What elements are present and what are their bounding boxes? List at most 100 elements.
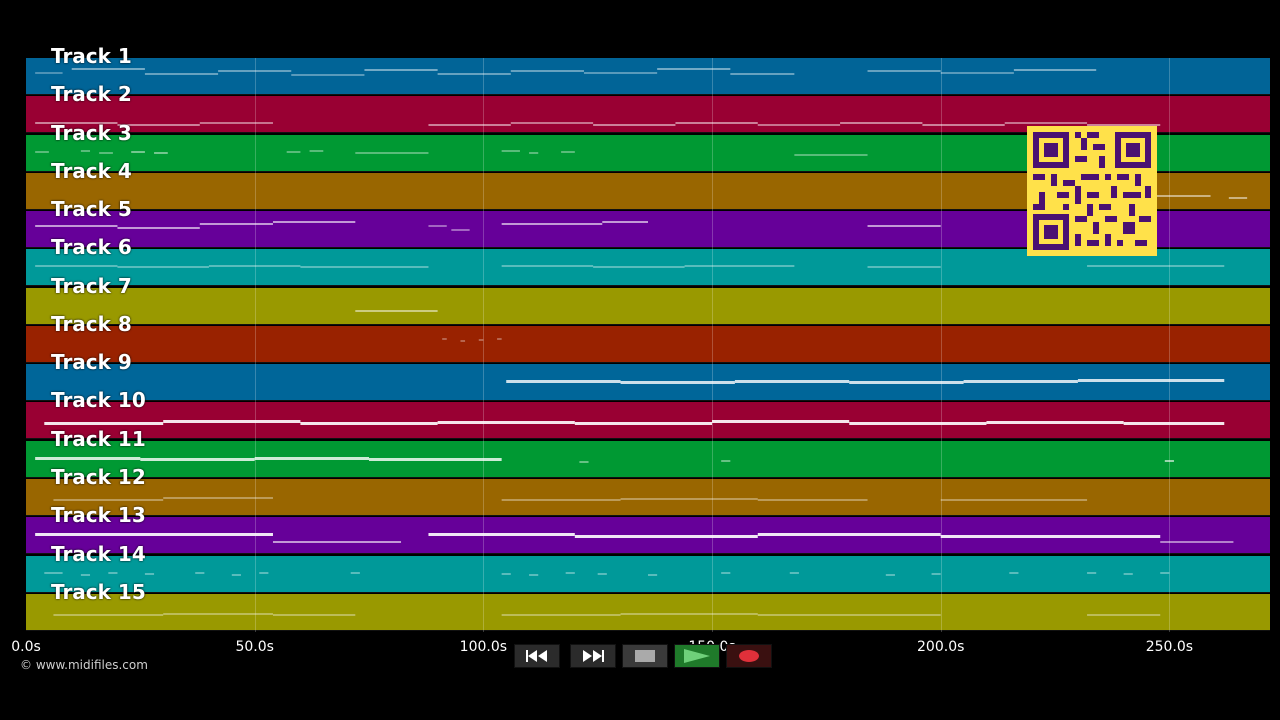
midi-note xyxy=(1155,194,1211,197)
midi-note xyxy=(721,459,731,462)
midi-note xyxy=(657,68,731,70)
midi-note xyxy=(501,149,520,152)
midi-note xyxy=(350,571,360,574)
track-lane[interactable] xyxy=(26,325,1270,363)
midi-note xyxy=(648,573,658,576)
midi-note xyxy=(44,422,164,426)
midi-note xyxy=(35,456,141,460)
midi-note xyxy=(579,460,589,463)
time-tick-label: 100.0s xyxy=(459,639,508,655)
track-label: Track 13 xyxy=(51,503,146,528)
play-icon xyxy=(684,649,710,663)
midi-note xyxy=(163,496,273,499)
midi-note xyxy=(506,380,621,384)
track-label: Track 3 xyxy=(51,120,132,145)
track-notes xyxy=(506,379,1225,385)
midi-note xyxy=(309,149,324,152)
midi-note xyxy=(286,150,301,153)
track-label: Track 6 xyxy=(51,235,132,260)
track-lane[interactable] xyxy=(26,478,1270,516)
record-icon xyxy=(739,650,759,662)
midi-note xyxy=(1087,613,1161,616)
midi-note xyxy=(254,456,370,460)
track-notes xyxy=(35,533,1234,544)
midi-note xyxy=(35,122,118,125)
midi-note xyxy=(259,571,269,574)
midi-note xyxy=(501,265,594,268)
track-notes xyxy=(1155,194,1248,199)
track-lane[interactable] xyxy=(26,249,1270,287)
midi-note xyxy=(108,571,118,574)
midi-note xyxy=(1004,122,1088,125)
midi-note xyxy=(529,573,539,576)
track-lane[interactable] xyxy=(26,440,1270,478)
track-lane[interactable] xyxy=(26,555,1270,593)
midi-note xyxy=(154,151,168,154)
midi-note xyxy=(593,266,685,269)
fast-forward-button[interactable] xyxy=(570,644,616,668)
midi-note xyxy=(1009,571,1019,574)
midi-note xyxy=(199,223,273,226)
track-label: Track 8 xyxy=(51,311,132,336)
midi-note xyxy=(986,421,1124,425)
transport-controls xyxy=(510,642,772,670)
midi-note xyxy=(501,572,511,575)
track-notes xyxy=(44,571,1170,576)
midi-note xyxy=(510,122,594,125)
midi-note xyxy=(885,573,895,576)
track-lane[interactable] xyxy=(26,58,1270,95)
midi-note xyxy=(291,74,365,76)
midi-note xyxy=(794,153,868,156)
track-lane[interactable] xyxy=(26,287,1270,325)
midi-note xyxy=(849,381,964,385)
midi-note xyxy=(35,533,273,537)
midi-note xyxy=(1123,422,1225,426)
track-label: Track 4 xyxy=(51,158,132,183)
midi-note xyxy=(529,151,539,154)
gridline xyxy=(712,58,714,632)
track-lane[interactable] xyxy=(26,593,1270,631)
midi-note xyxy=(478,338,484,341)
midi-note xyxy=(922,124,1005,127)
midi-note xyxy=(597,572,607,575)
track-label: Track 7 xyxy=(51,273,132,298)
midi-note xyxy=(867,266,941,269)
track-label: Track 2 xyxy=(51,82,132,107)
track-label: Track 9 xyxy=(51,350,132,375)
midi-note xyxy=(1087,571,1097,574)
midi-note xyxy=(620,612,758,615)
midi-note xyxy=(565,571,575,574)
midi-note xyxy=(1228,196,1248,199)
midi-note xyxy=(501,498,621,501)
track-lane[interactable] xyxy=(26,364,1270,402)
midi-note xyxy=(1160,541,1234,544)
midi-note xyxy=(80,573,91,576)
track-notes xyxy=(35,221,941,232)
midi-note xyxy=(1013,69,1097,71)
track-notes xyxy=(35,265,1225,269)
fast-forward-icon xyxy=(581,650,605,662)
gridline xyxy=(483,58,485,632)
track-notes xyxy=(442,337,502,342)
track-lane[interactable] xyxy=(26,517,1270,555)
gridline xyxy=(940,58,942,632)
rewind-icon xyxy=(525,650,549,662)
midi-note xyxy=(140,457,255,461)
midi-note xyxy=(963,380,1078,384)
midi-note xyxy=(757,124,841,127)
midi-note xyxy=(757,613,941,616)
midi-note xyxy=(721,571,731,574)
track-label: Track 12 xyxy=(51,464,146,489)
record-button[interactable] xyxy=(726,644,772,668)
midi-note xyxy=(117,266,209,269)
play-button[interactable] xyxy=(674,644,720,668)
midi-note xyxy=(1164,459,1174,462)
track-lane[interactable] xyxy=(26,402,1270,440)
time-tick-label: 0.0s xyxy=(11,639,41,655)
rewind-button[interactable] xyxy=(514,644,560,668)
midi-note xyxy=(574,535,758,539)
midi-note xyxy=(355,309,438,312)
stop-button[interactable] xyxy=(622,644,668,668)
gridline xyxy=(1169,58,1171,632)
midi-note xyxy=(757,498,868,501)
